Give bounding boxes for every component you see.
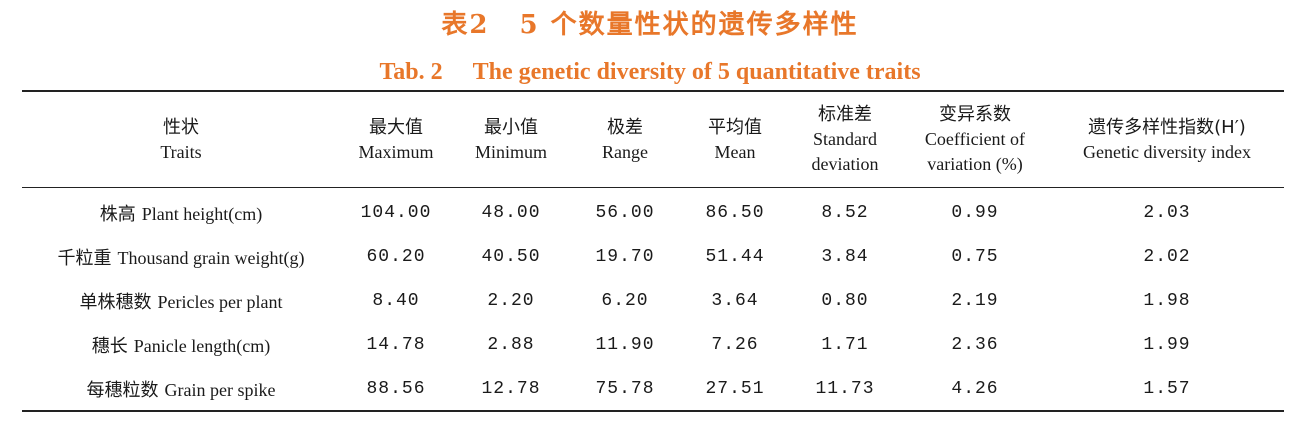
table-top-rule	[22, 90, 1284, 92]
column-header-english: Minimum	[474, 141, 547, 162]
column-header-english: Maximum	[358, 141, 434, 162]
value-cell: 1.99	[1143, 335, 1191, 355]
trait-cell: 单株穗数 Pericles per plant	[22, 279, 340, 323]
trait-name-chinese: 穗长	[91, 336, 128, 357]
trait-cell: 穗长 Panicle length(cm)	[22, 323, 340, 367]
value-cell: 4.26	[951, 379, 999, 399]
value-cell: 12.78	[481, 379, 541, 399]
value-cell: 8.52	[821, 203, 869, 223]
value-cell: 40.50	[481, 247, 541, 267]
value-cell: 2.03	[1143, 203, 1191, 223]
trait-name-chinese: 千粒重	[57, 248, 112, 269]
column-header-chinese: 最大值	[369, 116, 423, 138]
column-header: 标准差 Standard deviation	[790, 92, 900, 187]
column-header: 遗传多样性指数(H′) Genetic diversity index	[1050, 92, 1284, 187]
value-cell: 56.00	[595, 203, 655, 223]
table-bottom-rule	[22, 410, 1284, 412]
value-cell: 2.20	[487, 291, 535, 311]
column-header-english: Genetic diversity index	[1083, 141, 1251, 162]
column-header: 最小值 Minimum	[452, 92, 570, 187]
value-cell: 14.78	[366, 335, 426, 355]
table-header: 性状 Traits 最大值 Maximum 最小值 Minimum 极差 Range 平均值 Me…	[22, 92, 1284, 187]
table-title-english: The genetic diversity of 5 quantitative …	[472, 59, 921, 85]
table-number-chinese: 表2	[441, 10, 490, 40]
table-title-chinese: 5 个数量性状的遗传多样性	[519, 10, 859, 40]
column-header-english: Mean	[714, 141, 756, 162]
column-header: 极差 Range	[570, 92, 680, 187]
trait-name-english: Grain per spike	[164, 380, 276, 400]
trait-name-chinese: 株高	[99, 204, 136, 225]
column-header-chinese: 遗传多样性指数(H′)	[1088, 116, 1246, 138]
column-header-chinese: 变异系数	[939, 104, 1011, 125]
column-header-chinese: 最小值	[484, 116, 538, 138]
table-row: 株高 Plant height(cm) 104.00 48.00 56.00 86.50 8…	[22, 187, 1284, 235]
trait-name-chinese: 单株穗数	[79, 292, 152, 313]
trait-name-chinese: 每穗粒数	[86, 380, 159, 401]
value-cell: 86.50	[705, 203, 765, 223]
column-header: 平均值 Mean	[680, 92, 790, 187]
value-cell: 7.26	[711, 335, 759, 355]
column-header: 最大值 Maximum	[340, 92, 452, 187]
trait-name-english: Panicle length(cm)	[133, 336, 271, 356]
value-cell: 75.78	[595, 379, 655, 399]
value-cell: 2.02	[1143, 247, 1191, 267]
column-header-chinese: 平均值	[708, 116, 762, 138]
column-header-english: variation (%)	[927, 154, 1023, 174]
value-cell: 2.36	[951, 335, 999, 355]
value-cell: 11.73	[815, 379, 875, 399]
value-cell: 27.51	[705, 379, 765, 399]
trait-cell: 每穗粒数 Grain per spike	[22, 367, 340, 411]
column-header-english: Coefficient of	[924, 129, 1026, 149]
value-cell: 2.88	[487, 335, 535, 355]
column-header-english: Traits	[160, 141, 202, 162]
column-header-english: deviation	[811, 154, 879, 174]
value-cell: 0.99	[951, 203, 999, 223]
table-body: 株高 Plant height(cm) 104.00 48.00 56.00 86.50 8…	[22, 187, 1284, 411]
value-cell: 1.98	[1143, 291, 1191, 311]
value-cell: 60.20	[366, 247, 426, 267]
value-cell: 0.80	[821, 291, 869, 311]
table-number-english: Tab. 2	[379, 59, 443, 85]
table-caption-english: Tab. 2 The genetic diversity of 5 quantit…	[0, 56, 1300, 88]
table-row: 千粒重 Thousand grain weight(g) 60.20 40.50 19.…	[22, 235, 1284, 279]
value-cell: 104.00	[360, 203, 432, 223]
value-cell: 3.64	[711, 291, 759, 311]
trait-name-english: Pericles per plant	[157, 292, 283, 312]
table-row: 穗长 Panicle length(cm) 14.78 2.88 11.90 7.26 1.…	[22, 323, 1284, 367]
trait-name-english: Plant height(cm)	[141, 204, 263, 224]
trait-cell: 株高 Plant height(cm)	[22, 187, 340, 235]
trait-cell: 千粒重 Thousand grain weight(g)	[22, 235, 340, 279]
value-cell: 6.20	[601, 291, 649, 311]
value-cell: 88.56	[366, 379, 426, 399]
column-header: 性状 Traits	[22, 92, 340, 187]
value-cell: 1.71	[821, 335, 869, 355]
value-cell: 51.44	[705, 247, 765, 267]
value-cell: 2.19	[951, 291, 999, 311]
value-cell: 1.57	[1143, 379, 1191, 399]
value-cell: 3.84	[821, 247, 869, 267]
column-header-english: Standard	[813, 129, 877, 149]
table-header-rule	[22, 187, 1284, 188]
column-header-chinese: 极差	[607, 116, 643, 138]
value-cell: 8.40	[372, 291, 420, 311]
trait-name-english: Thousand grain weight(g)	[117, 248, 305, 268]
value-cell: 19.70	[595, 247, 655, 267]
value-cell: 48.00	[481, 203, 541, 223]
table-row: 每穗粒数 Grain per spike 88.56 12.78 75.78 27.51 1…	[22, 367, 1284, 411]
value-cell: 11.90	[595, 335, 655, 355]
table-row: 单株穗数 Pericles per plant 8.40 2.20 6.20 3.64 0.…	[22, 279, 1284, 323]
column-header-chinese: 标准差	[818, 104, 872, 125]
genetic-diversity-table: 性状 Traits 最大值 Maximum 最小值 Minimum 极差 Range 平均值 Me…	[22, 92, 1284, 411]
header-row: 性状 Traits 最大值 Maximum 最小值 Minimum 极差 Range 平均值 Me…	[22, 92, 1284, 187]
table-caption-chinese: 表2 5 个数量性状的遗传多样性	[0, 8, 1300, 42]
value-cell: 0.75	[951, 247, 999, 267]
column-header-chinese: 性状	[163, 116, 199, 138]
column-header-english: Range	[602, 141, 648, 162]
column-header: 变异系数 Coefficient of variation (%)	[900, 92, 1050, 187]
